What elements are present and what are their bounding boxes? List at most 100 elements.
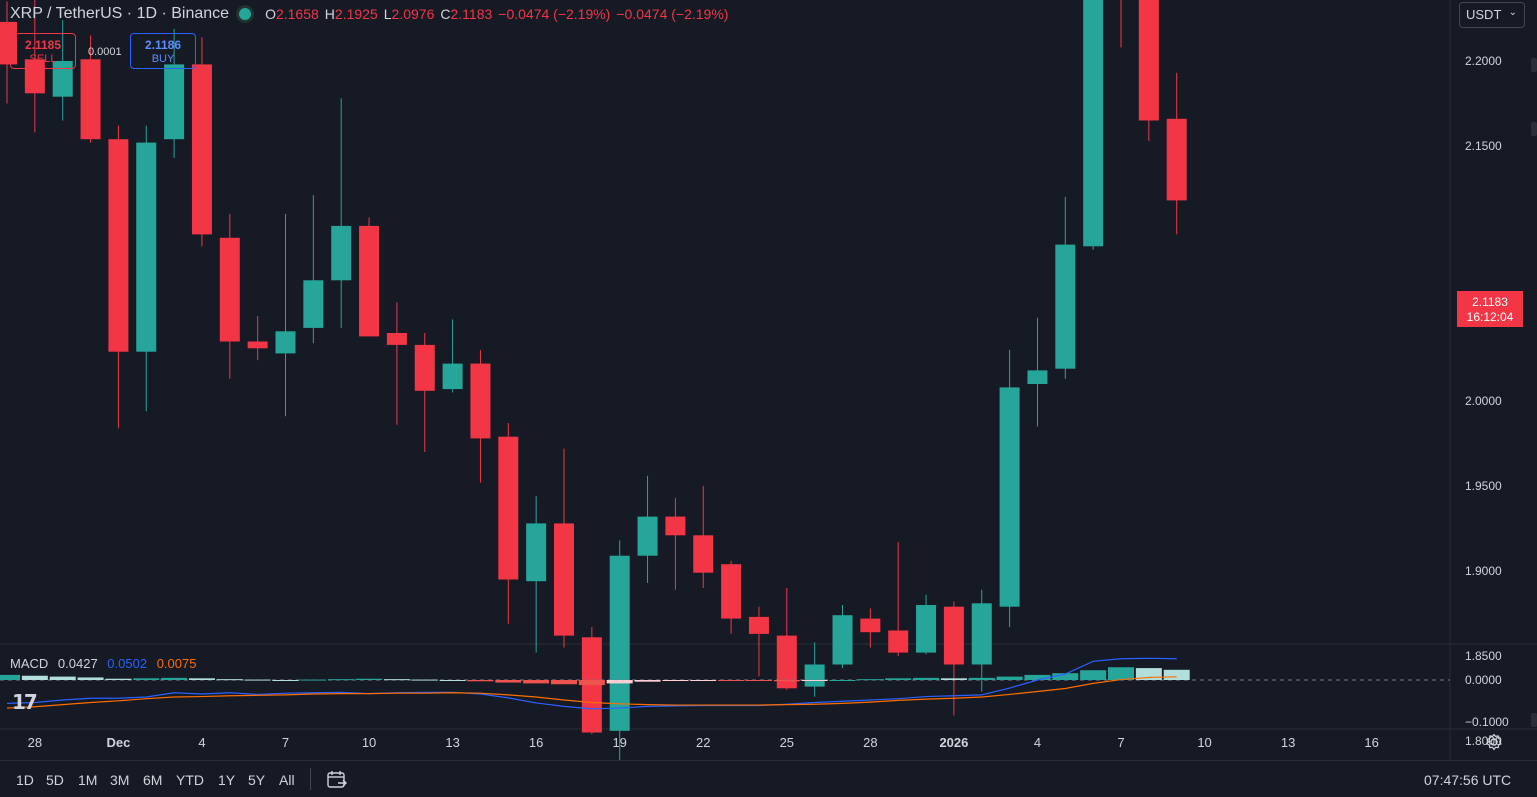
low-label: L bbox=[383, 6, 392, 22]
candle-body bbox=[999, 387, 1020, 607]
macd-histogram-bar bbox=[885, 678, 912, 680]
macd-histogram-bar bbox=[968, 677, 995, 680]
macd-histogram-bar bbox=[1024, 674, 1051, 680]
timeframe-ytd[interactable]: YTD bbox=[176, 772, 204, 788]
macd-histogram-bar bbox=[801, 680, 828, 681]
candle-body bbox=[303, 280, 324, 328]
tradingview-logo[interactable]: 17 bbox=[12, 690, 38, 714]
candle-body bbox=[804, 664, 825, 687]
macd-histogram-bar bbox=[272, 680, 299, 681]
macd-signal-value: 0.0075 bbox=[156, 656, 197, 671]
calendar-icon[interactable] bbox=[326, 769, 348, 791]
timeframe-all[interactable]: All bbox=[279, 772, 295, 788]
macd-line bbox=[6, 657, 1177, 710]
macd-histogram-bar bbox=[718, 680, 745, 681]
close-value: 2.1183 bbox=[450, 6, 493, 22]
macd-histogram-bar bbox=[578, 680, 605, 686]
candle-body bbox=[943, 606, 964, 665]
price-tick-label: 1.9500 bbox=[1465, 479, 1502, 493]
candle-body bbox=[1138, 0, 1159, 121]
candle-body bbox=[637, 516, 658, 556]
macd-histogram-bar bbox=[49, 676, 76, 680]
timeframe-1m[interactable]: 1M bbox=[78, 772, 98, 788]
macd-histogram-bar bbox=[467, 680, 494, 682]
timeframe-5y[interactable]: 5Y bbox=[248, 772, 266, 788]
timeframe-5d[interactable]: 5D bbox=[46, 772, 64, 788]
time-tick-label: 28 bbox=[28, 735, 42, 750]
candle-body bbox=[247, 341, 268, 349]
macd-histogram-bar bbox=[105, 678, 132, 680]
candle-body bbox=[498, 436, 519, 580]
candle-body bbox=[971, 603, 992, 665]
time-tick-label: 7 bbox=[1117, 735, 1124, 750]
timeframe-3m[interactable]: 3M bbox=[110, 772, 130, 788]
macd-histogram-bar bbox=[216, 679, 243, 681]
candle-body bbox=[164, 64, 185, 140]
macd-histogram-bar bbox=[829, 680, 856, 681]
settings-gear-icon[interactable] bbox=[1485, 733, 1503, 751]
macd-histogram-bar bbox=[300, 679, 327, 681]
high-value: 2.1925 bbox=[334, 6, 378, 22]
candle-body bbox=[219, 237, 240, 342]
currency-value: USDT bbox=[1466, 7, 1502, 22]
candle-body bbox=[916, 605, 937, 653]
macd-histogram-bar bbox=[1052, 673, 1079, 680]
scroll-handle-mid[interactable] bbox=[1531, 122, 1537, 136]
toolbar-divider bbox=[310, 768, 311, 790]
low-value: 2.0976 bbox=[391, 6, 435, 22]
macd-histogram-bar bbox=[495, 680, 522, 683]
time-tick-label: 10 bbox=[362, 735, 376, 750]
macd-histogram-bar bbox=[411, 679, 438, 681]
macd-histogram-bar bbox=[188, 678, 215, 680]
macd-histogram-bar bbox=[439, 680, 466, 681]
candle-body bbox=[108, 139, 129, 352]
macd-histogram-bar bbox=[523, 680, 550, 684]
macd-histogram-bar bbox=[0, 674, 20, 680]
close-label: C bbox=[440, 6, 451, 22]
symbol-title[interactable]: XRP / TetherUS · 1D · Binance bbox=[10, 5, 230, 22]
candle-body bbox=[609, 555, 630, 731]
time-tick-label: 7 bbox=[282, 735, 289, 750]
macd-histogram-bar bbox=[551, 680, 577, 685]
macd-legend[interactable]: MACD 0.0427 0.0502 0.0075 bbox=[10, 656, 196, 671]
macd-tick-label: 0.0000 bbox=[1465, 673, 1502, 687]
timeframe-1y[interactable]: 1Y bbox=[218, 772, 236, 788]
macd-histogram-bar bbox=[773, 680, 800, 682]
buy-button[interactable]: 2.1186 BUY bbox=[130, 33, 196, 69]
candle-body bbox=[860, 618, 881, 633]
buy-price: 2.1186 bbox=[144, 38, 182, 52]
time-tick-label: 16 bbox=[1364, 735, 1378, 750]
candle-body bbox=[414, 344, 435, 391]
candle-body bbox=[275, 331, 296, 354]
currency-select[interactable]: USDT ⌄ bbox=[1459, 2, 1525, 28]
candle-body bbox=[0, 21, 17, 65]
time-tick-label: 2026 bbox=[939, 735, 968, 750]
scroll-handle-top[interactable] bbox=[1531, 58, 1537, 72]
scroll-handle-bottom[interactable] bbox=[1531, 713, 1537, 727]
time-tick-label: 19 bbox=[612, 735, 626, 750]
time-tick-label: 10 bbox=[1197, 735, 1211, 750]
candle-body bbox=[442, 363, 463, 390]
market-status-icon bbox=[239, 8, 252, 20]
timeframe-1d[interactable]: 1D bbox=[16, 772, 34, 788]
macd-histogram-bar bbox=[913, 677, 940, 680]
macd-histogram-bar bbox=[328, 679, 355, 681]
candle-body bbox=[80, 59, 101, 140]
macd-histogram-bar bbox=[1080, 670, 1107, 680]
change-value-secondary: −0.0474 (−2.19%) bbox=[616, 6, 729, 22]
open-label: O bbox=[265, 6, 276, 22]
utc-clock[interactable]: 07:47:56 UTC bbox=[1424, 772, 1512, 788]
sell-button[interactable]: 2.1185 SELL bbox=[10, 33, 76, 69]
macd-histogram-bar bbox=[634, 680, 661, 682]
timeframe-6m[interactable]: 6M bbox=[143, 772, 163, 788]
macd-histogram-bar bbox=[1135, 668, 1162, 680]
candle-body bbox=[888, 630, 909, 653]
macd-histogram-bar bbox=[857, 679, 884, 681]
candle-body bbox=[386, 333, 407, 345]
time-tick-label: 28 bbox=[863, 735, 877, 750]
price-tick-label: 1.8500 bbox=[1465, 649, 1502, 663]
candle-body bbox=[526, 523, 547, 582]
macd-histogram-bar bbox=[133, 678, 160, 680]
